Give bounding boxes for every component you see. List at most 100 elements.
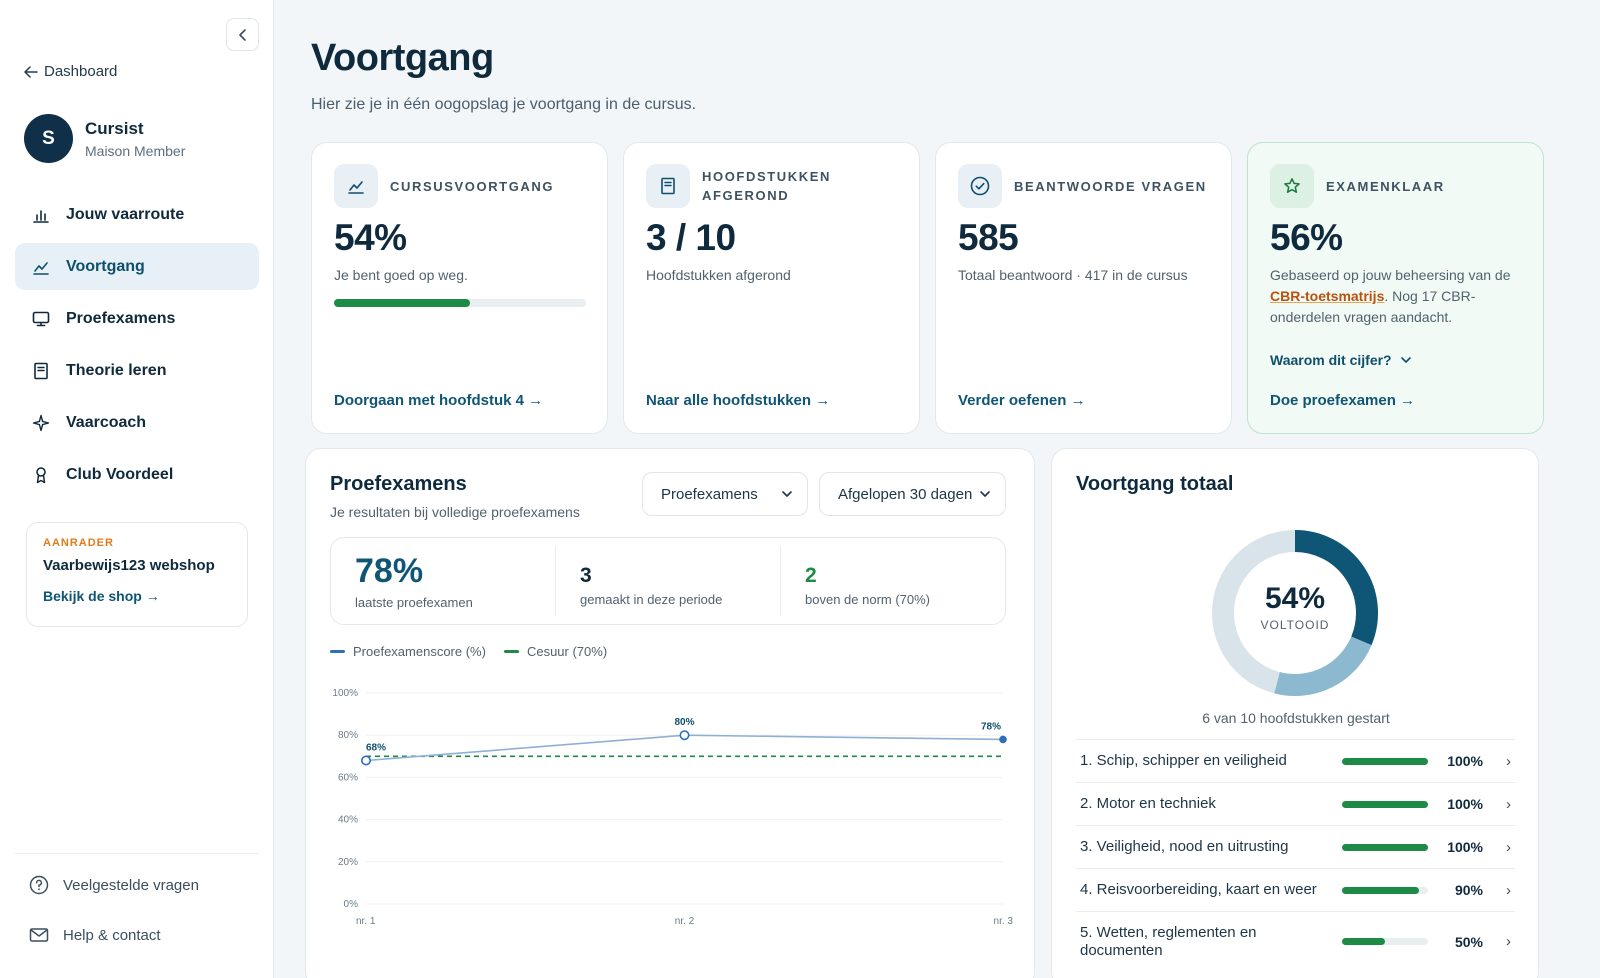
metric-value: 3 [580, 564, 592, 587]
x-tick-label: nr. 3 [994, 916, 1014, 927]
chapter-progress-bar [1342, 800, 1428, 808]
panel-title: Proefexamens [330, 473, 467, 495]
chapter-row[interactable]: 5. Wetten, reglementen en documenten 50% › [1076, 911, 1515, 971]
donut-label: VOLTOOID [1260, 618, 1330, 632]
avatar: S [24, 114, 73, 163]
score-point [999, 735, 1007, 744]
chapter-name: 4. Reisvoorbereiding, kaart en weer [1080, 881, 1317, 898]
arrow-left-icon [24, 65, 38, 78]
metric-last-exam: 78% laatste proefexamen [331, 546, 556, 616]
practice-exams-panel: Proefexamens Je resultaten bij volledige… [305, 448, 1035, 978]
y-tick-label: 20% [338, 857, 358, 868]
profile-role: Maison Member [85, 142, 186, 159]
card-description: Totaal beantwoord · 417 in de cursus [958, 267, 1188, 283]
webshop-promo-card: AANRADER Vaarbewijs123 webshop Bekijk de… [26, 522, 248, 627]
period-select[interactable]: Afgelopen 30 dagen [819, 472, 1006, 516]
metric-label: boven de norm (70%) [805, 592, 931, 607]
chapter-percentage: 100% [1447, 796, 1483, 812]
book-icon [32, 362, 50, 380]
chapter-percentage: 100% [1447, 753, 1483, 769]
chapter-name: 5. Wetten, reglementen en documenten [1080, 923, 1257, 959]
help-contact-link[interactable]: Help & contact [29, 925, 161, 945]
chapters-summary: 6 van 10 hoofdstukken gestart [1202, 710, 1390, 726]
faq-link[interactable]: Veelgestelde vragen [29, 875, 199, 895]
score-point [360, 755, 371, 766]
sidebar-item-jouw-vaarroute[interactable]: Jouw vaarroute [15, 191, 259, 238]
x-tick-label: nr. 1 [356, 916, 376, 927]
chapter-progress-fill [1342, 757, 1428, 765]
chapter-row[interactable]: 1. Schip, schipper en veiligheid 100% › [1076, 739, 1515, 782]
desc-text: . Nog 17 CBR-onderdelen vragen aandacht. [1270, 288, 1476, 325]
sidebar-item-proefexamens[interactable]: Proefexamens [15, 295, 259, 342]
chapter-progress-bar [1342, 843, 1428, 851]
exam-ready-card: EXAMENKLAAR 56% Gebaseerd op jouw beheer… [1247, 142, 1544, 434]
panel-title: Voortgang totaal [1076, 473, 1234, 495]
score-data-label: 80% [674, 717, 694, 728]
back-to-dashboard-link[interactable]: Dashboard [24, 63, 117, 80]
trend-line-icon [334, 164, 378, 208]
chapter-progress-bar [1342, 886, 1428, 894]
keep-practicing-link[interactable]: Verder oefenen → [958, 392, 1086, 409]
sparkle-icon [32, 414, 50, 432]
chapter-row[interactable]: 3. Veiligheid, nood en uitrusting 100% › [1076, 825, 1515, 868]
user-profile: S Cursist Maison Member [24, 114, 185, 163]
view-shop-link[interactable]: Bekijk de shop → [43, 588, 160, 604]
donut-segment-started [1274, 636, 1372, 696]
score-point [679, 730, 690, 741]
sidebar-item-voortgang[interactable]: Voortgang [15, 243, 259, 290]
profile-name: Cursist [85, 118, 144, 138]
metric-value: 78% [355, 552, 424, 590]
metric-label: gemaakt in deze periode [580, 592, 723, 607]
monitor-icon [32, 310, 50, 328]
chapter-progress-fill [1342, 800, 1428, 808]
promo-title: Vaarbewijs123 webshop [43, 557, 215, 574]
score-data-label: 78% [981, 721, 1001, 732]
card-value: 585 [958, 217, 1019, 258]
sidebar-item-label: Theorie leren [66, 361, 167, 379]
chapter-row[interactable]: 2. Motor en techniek 100% › [1076, 782, 1515, 825]
legend-label: Proefexamenscore (%) [353, 644, 486, 659]
chevron-right-icon: › [1506, 881, 1511, 899]
continue-chapter-link[interactable]: Doorgaan met hoofdstuk 4 → [334, 392, 544, 409]
chevron-down-icon [1400, 357, 1411, 363]
legend-item-cesuur: Cesuur (70%) [503, 644, 607, 659]
donut-value: 54% [1264, 582, 1326, 615]
exam-type-select[interactable]: Proefexamens [642, 472, 808, 516]
star-icon [1270, 164, 1314, 208]
chevron-right-icon: › [1506, 838, 1511, 856]
chevron-right-icon: › [1506, 752, 1511, 770]
chapter-progress-fill [1342, 886, 1420, 894]
main-content: Voortgang Hier zie je in één oogopslag j… [274, 0, 1600, 978]
sidebar-item-theorie-leren[interactable]: Theorie leren [15, 347, 259, 394]
promo-tag: AANRADER [43, 537, 114, 549]
book-icon [646, 164, 690, 208]
exam-score-chart: 100% 80% 60% 40% 20% 0% nr. 1 nr. 2 nr. 3 68% 80% 7… [332, 688, 1014, 927]
sidebar-item-vaarcoach[interactable]: Vaarcoach [15, 399, 259, 446]
sidebar-item-club-voordeel[interactable]: Club Voordeel [15, 451, 259, 498]
sidebar-item-label: Voortgang [66, 257, 145, 275]
course-progress-bar [334, 299, 586, 307]
legend-swatch [503, 650, 519, 653]
all-chapters-link[interactable]: Naar alle hoofdstukken → [646, 392, 831, 409]
course-progress-card: CURSUSVOORTGANG 54% Je bent goed op weg.… [311, 142, 608, 434]
donut-segment-completed [1294, 530, 1378, 646]
exam-metrics: 78% laatste proefexamen 3 gemaakt in dez… [330, 537, 1006, 625]
select-value: Proefexamens [661, 485, 758, 503]
collapse-sidebar-button[interactable] [226, 18, 259, 51]
overall-progress-panel: Voortgang totaal 54% VOLTOOID 6 van 10 h… [1051, 448, 1539, 978]
card-description: Hoofdstukken afgerond [646, 267, 791, 283]
why-this-score-toggle[interactable]: Waarom dit cijfer? [1270, 352, 1521, 368]
cbr-matrix-link[interactable]: CBR-toetsmatrijs [1270, 288, 1385, 304]
chapter-progress-fill [1342, 938, 1385, 945]
course-progress-fill [334, 299, 471, 307]
chapter-percentage: 50% [1454, 933, 1483, 950]
chapter-progress-fill [1342, 843, 1428, 851]
trend-line-icon [32, 258, 50, 276]
take-practice-exam-link[interactable]: Doe proefexamen → [1270, 392, 1416, 409]
metric-value: 2 [805, 564, 817, 587]
chapter-row[interactable]: 4. Reisvoorbereiding, kaart en weer 90% › [1076, 868, 1515, 911]
card-value: 3 / 10 [646, 217, 736, 258]
page-subtitle: Hier zie je in één oogopslag je voortgan… [311, 96, 697, 113]
metric-above-norm: 2 boven de norm (70%) [781, 546, 1005, 616]
chapters-completed-card: HOOFDSTUKKEN AFGEROND 3 / 10 Hoofdstukke… [623, 142, 920, 434]
